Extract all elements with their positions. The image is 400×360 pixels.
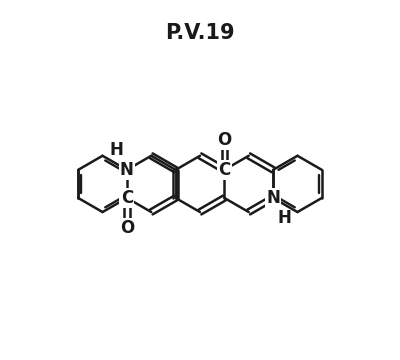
Text: H: H (109, 140, 123, 158)
Text: O: O (217, 131, 232, 149)
Text: O: O (120, 219, 134, 237)
Text: N: N (266, 189, 280, 207)
Text: P.V.19: P.V.19 (165, 23, 235, 44)
Text: N: N (120, 161, 134, 179)
Text: C: C (218, 161, 230, 179)
Text: C: C (121, 189, 133, 207)
Text: H: H (277, 209, 291, 227)
